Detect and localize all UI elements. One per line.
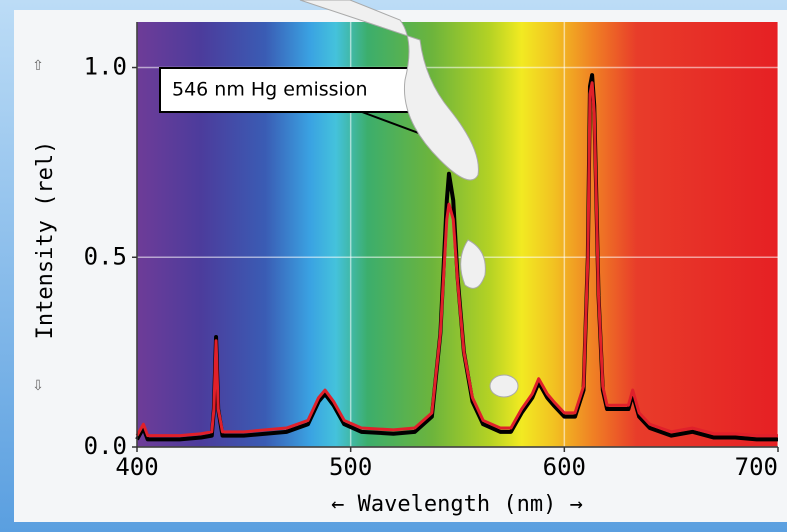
x-tick-label: 700 bbox=[735, 453, 778, 481]
x-tick-label: 500 bbox=[329, 453, 372, 481]
y-tick-label: 0.0 bbox=[84, 432, 127, 460]
x-tick-label: 400 bbox=[115, 453, 158, 481]
y-tick-label: 1.0 bbox=[84, 53, 127, 81]
y-axis-marker: ⇩ bbox=[32, 378, 44, 394]
y-tick-label: 0.5 bbox=[84, 242, 127, 270]
x-tick-label: 600 bbox=[543, 453, 586, 481]
paint-drop bbox=[489, 374, 519, 398]
spectrum-line bbox=[135, 81, 778, 438]
annotation: 546 nm Hg emission bbox=[172, 79, 368, 101]
lines bbox=[135, 73, 778, 442]
paint-drop bbox=[460, 239, 486, 289]
x-axis-title: ← Wavelength (nm) → bbox=[331, 492, 583, 517]
y-axis-marker: ⇧ bbox=[32, 58, 44, 74]
paint-drip bbox=[299, 0, 479, 181]
y-axis-title: Intensity (rel) bbox=[33, 141, 58, 340]
